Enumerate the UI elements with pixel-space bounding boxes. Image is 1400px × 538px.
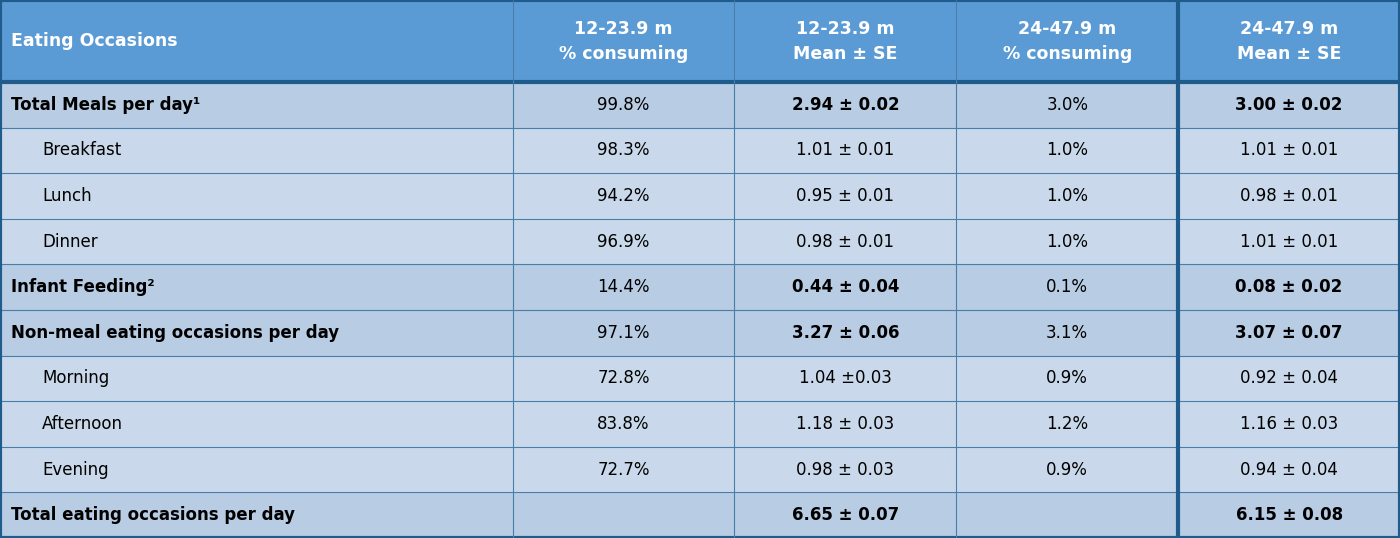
Text: Total eating occasions per day: Total eating occasions per day (11, 506, 295, 524)
Bar (0, 447, 1400, 492)
Bar (0, 265, 1400, 310)
Text: Total Meals per day¹: Total Meals per day¹ (11, 96, 200, 114)
Text: Evening: Evening (42, 461, 109, 479)
Text: 72.8%: 72.8% (598, 370, 650, 387)
Text: 99.8%: 99.8% (598, 96, 650, 114)
Text: 97.1%: 97.1% (598, 324, 650, 342)
Text: 6.15 ± 0.08: 6.15 ± 0.08 (1236, 506, 1343, 524)
Text: 3.27 ± 0.06: 3.27 ± 0.06 (791, 324, 899, 342)
Text: 1.0%: 1.0% (1046, 232, 1088, 251)
Text: 0.98 ± 0.01: 0.98 ± 0.01 (797, 232, 895, 251)
Bar (0, 128, 1400, 173)
Text: 0.08 ± 0.02: 0.08 ± 0.02 (1235, 278, 1343, 296)
Bar (0, 492, 1400, 538)
Text: Infant Feeding²: Infant Feeding² (11, 278, 155, 296)
Text: 3.0%: 3.0% (1046, 96, 1088, 114)
Text: Breakfast: Breakfast (42, 141, 122, 159)
Text: 0.94 ± 0.04: 0.94 ± 0.04 (1240, 461, 1338, 479)
Bar (0, 401, 1400, 447)
Text: 0.9%: 0.9% (1046, 461, 1088, 479)
Text: 12-23.9 m
Mean ± SE: 12-23.9 m Mean ± SE (794, 19, 897, 62)
Text: Eating Occasions: Eating Occasions (11, 32, 178, 50)
Text: 98.3%: 98.3% (598, 141, 650, 159)
Text: 2.94 ± 0.02: 2.94 ± 0.02 (791, 96, 899, 114)
Text: 0.92 ± 0.04: 0.92 ± 0.04 (1240, 370, 1338, 387)
Text: 1.01 ± 0.01: 1.01 ± 0.01 (797, 141, 895, 159)
Text: 0.98 ± 0.01: 0.98 ± 0.01 (1240, 187, 1338, 205)
Text: 12-23.9 m
% consuming: 12-23.9 m % consuming (559, 19, 689, 62)
Text: 6.65 ± 0.07: 6.65 ± 0.07 (792, 506, 899, 524)
Bar (0, 173, 1400, 219)
Text: 3.00 ± 0.02: 3.00 ± 0.02 (1235, 96, 1343, 114)
Text: 0.44 ± 0.04: 0.44 ± 0.04 (791, 278, 899, 296)
Text: 72.7%: 72.7% (598, 461, 650, 479)
Text: 0.98 ± 0.03: 0.98 ± 0.03 (797, 461, 895, 479)
Text: 1.04 ±0.03: 1.04 ±0.03 (799, 370, 892, 387)
Text: 0.9%: 0.9% (1046, 370, 1088, 387)
Text: 96.9%: 96.9% (598, 232, 650, 251)
Text: 0.1%: 0.1% (1046, 278, 1088, 296)
Text: 0.95 ± 0.01: 0.95 ± 0.01 (797, 187, 895, 205)
Text: 3.1%: 3.1% (1046, 324, 1088, 342)
Text: Afternoon: Afternoon (42, 415, 123, 433)
Text: 1.0%: 1.0% (1046, 141, 1088, 159)
Text: 83.8%: 83.8% (598, 415, 650, 433)
Bar (0, 0, 1400, 82)
Text: Dinner: Dinner (42, 232, 98, 251)
Text: 1.01 ± 0.01: 1.01 ± 0.01 (1240, 232, 1338, 251)
Text: 24-47.9 m
% consuming: 24-47.9 m % consuming (1002, 19, 1131, 62)
Bar (0, 219, 1400, 265)
Bar (0, 82, 1400, 128)
Text: 1.2%: 1.2% (1046, 415, 1088, 433)
Text: 24-47.9 m
Mean ± SE: 24-47.9 m Mean ± SE (1236, 19, 1341, 62)
Text: 1.16 ± 0.03: 1.16 ± 0.03 (1240, 415, 1338, 433)
Text: 1.0%: 1.0% (1046, 187, 1088, 205)
Text: 1.01 ± 0.01: 1.01 ± 0.01 (1240, 141, 1338, 159)
Text: 1.18 ± 0.03: 1.18 ± 0.03 (797, 415, 895, 433)
Text: Morning: Morning (42, 370, 109, 387)
Text: 14.4%: 14.4% (598, 278, 650, 296)
Text: 94.2%: 94.2% (598, 187, 650, 205)
Bar (0, 310, 1400, 356)
Text: Lunch: Lunch (42, 187, 91, 205)
Text: 3.07 ± 0.07: 3.07 ± 0.07 (1235, 324, 1343, 342)
Text: Non-meal eating occasions per day: Non-meal eating occasions per day (11, 324, 339, 342)
Bar (0, 356, 1400, 401)
